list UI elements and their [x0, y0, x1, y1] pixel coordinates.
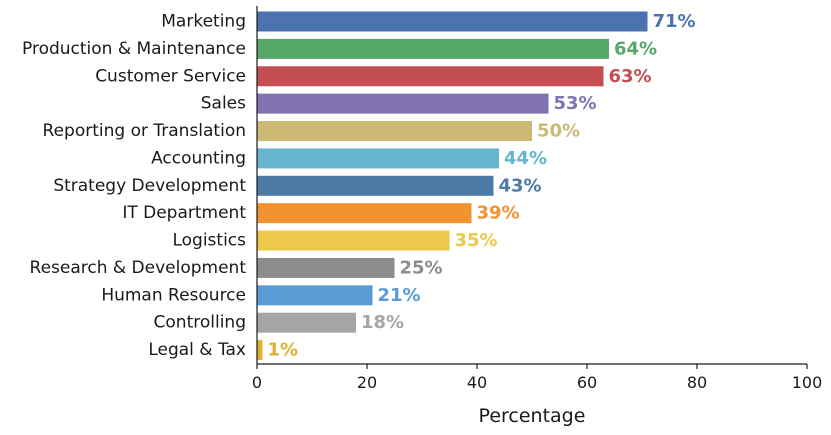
bar-1 — [257, 38, 609, 59]
x-tick-label-5: 100 — [792, 373, 823, 392]
bar-6 — [257, 175, 494, 196]
bar-7 — [257, 203, 472, 224]
value-label-1: 64% — [614, 38, 657, 59]
x-axis-title: Percentage — [479, 405, 586, 427]
value-label-8: 35% — [455, 230, 498, 251]
category-label-4: Reporting or Translation — [43, 121, 246, 141]
bar-11 — [257, 312, 356, 333]
category-label-10: Human Resource — [101, 285, 246, 305]
category-labels-group: Marketing Production & Maintenance Custome… — [22, 12, 246, 361]
x-tick-label-3: 60 — [577, 373, 597, 392]
x-tick-label-2: 40 — [467, 373, 487, 392]
x-tick-label-4: 80 — [687, 373, 707, 392]
bar-5 — [257, 148, 499, 169]
value-labels-group: 71% 64% 63% 53% 50% 44% 43% 39% 35% 25% 21% 18% 1% — [268, 11, 696, 361]
category-label-3: Sales — [201, 94, 246, 114]
value-label-5: 44% — [504, 148, 547, 169]
value-label-9: 25% — [400, 257, 443, 278]
category-label-5: Accounting — [151, 148, 246, 168]
bar-3 — [257, 93, 549, 114]
value-label-6: 43% — [499, 175, 542, 196]
category-label-6: Strategy Development — [53, 176, 246, 196]
value-label-7: 39% — [477, 203, 520, 224]
value-label-3: 53% — [554, 93, 597, 114]
category-label-12: Legal & Tax — [148, 340, 246, 360]
value-label-10: 21% — [378, 285, 421, 306]
category-label-8: Logistics — [172, 231, 246, 251]
bar-4 — [257, 121, 532, 142]
category-label-1: Production & Maintenance — [22, 39, 246, 59]
bar-9 — [257, 257, 395, 278]
bar-10 — [257, 285, 373, 306]
category-label-9: Research & Development — [30, 258, 247, 278]
x-ticks-group: 0 20 40 60 80 100 — [252, 364, 822, 392]
bar-8 — [257, 230, 450, 251]
x-tick-label-0: 0 — [252, 373, 262, 392]
category-label-0: Marketing — [161, 12, 246, 32]
value-label-11: 18% — [361, 312, 404, 333]
category-label-11: Controlling — [154, 313, 246, 333]
bar-12 — [257, 340, 263, 361]
value-label-12: 1% — [268, 340, 299, 361]
category-label-2: Customer Service — [95, 66, 246, 86]
bar-0 — [257, 11, 648, 32]
bar-2 — [257, 66, 604, 87]
value-label-2: 63% — [609, 66, 652, 87]
value-label-0: 71% — [653, 11, 696, 32]
bars-group — [257, 11, 648, 361]
category-label-7: IT Department — [122, 203, 246, 223]
value-label-4: 50% — [537, 121, 580, 142]
x-tick-label-1: 20 — [357, 373, 377, 392]
